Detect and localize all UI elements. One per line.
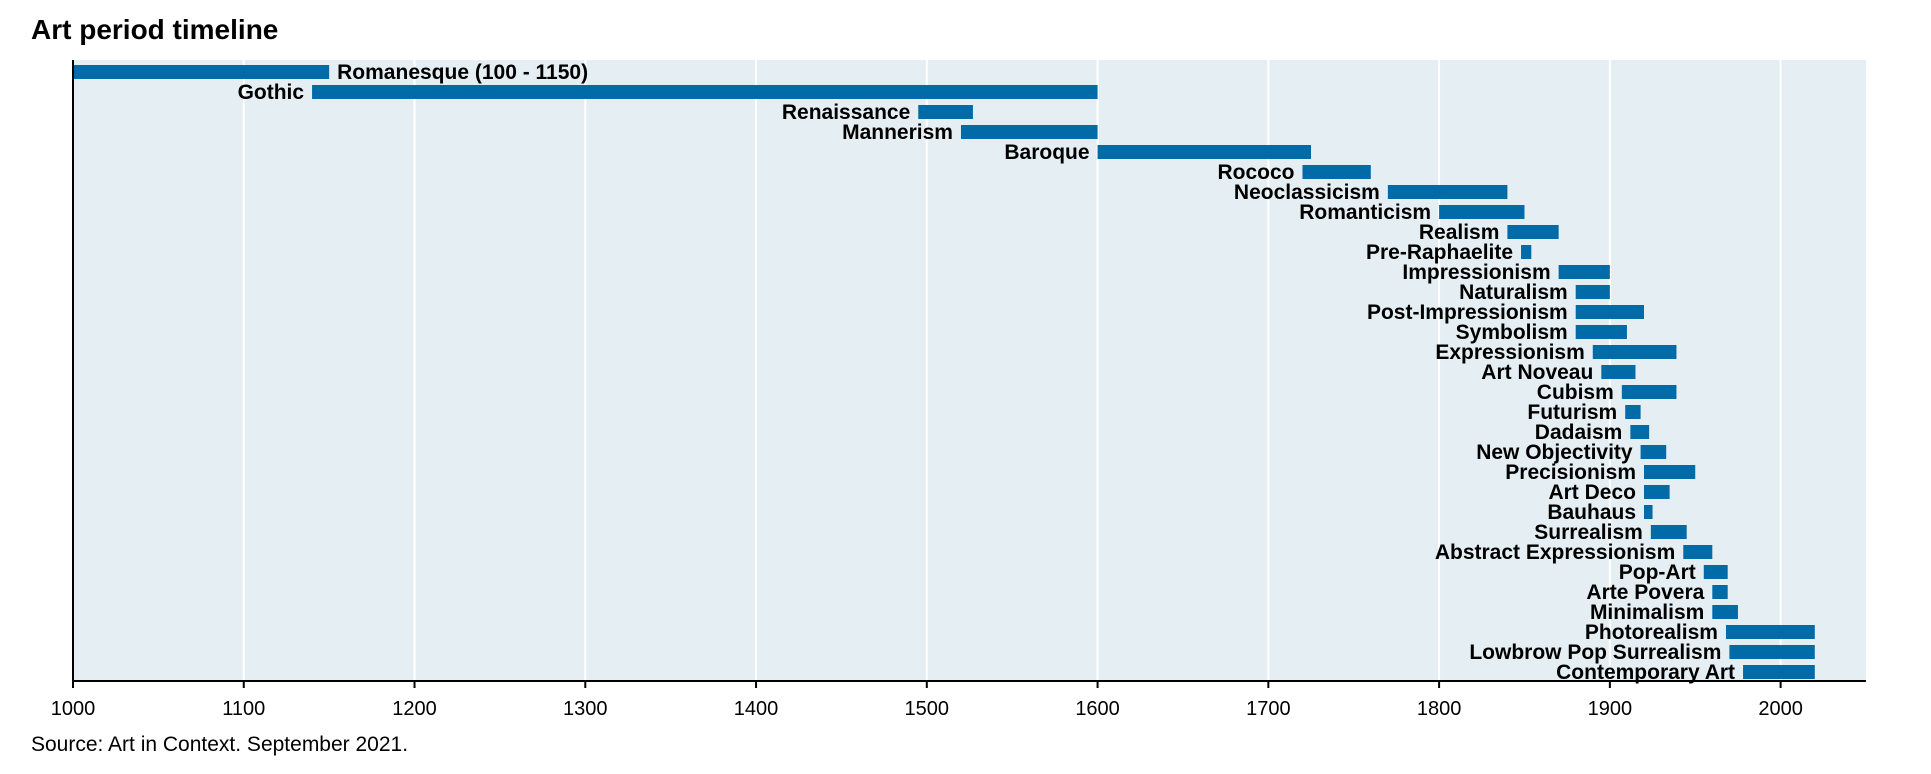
period-label: Pre-Raphaelite <box>1366 241 1513 264</box>
x-tick-label: 1400 <box>734 698 779 720</box>
period-bar <box>1575 325 1627 339</box>
period-bar <box>73 65 330 79</box>
plot-background <box>73 60 1866 681</box>
period-label: Photorealism <box>1585 621 1718 644</box>
period-label: Art Noveau <box>1481 361 1593 384</box>
x-tick-label: 2000 <box>1758 698 1803 720</box>
chart-title: Art period timeline <box>31 14 279 45</box>
period-label: Bauhaus <box>1547 501 1636 524</box>
period-bar <box>1703 565 1728 579</box>
period-bar <box>1575 285 1610 299</box>
period-bar <box>1729 645 1815 659</box>
period-label: Rococo <box>1217 161 1294 184</box>
x-tick-label: 1600 <box>1075 698 1120 720</box>
period-bar <box>1387 185 1508 199</box>
period-label: Contemporary Art <box>1556 661 1735 684</box>
x-axis-ticks: 1000 1100 1200 1300 1400 1500 1600 1700 1800 1900… <box>51 681 1803 720</box>
period-bar <box>1630 425 1650 439</box>
period-bar <box>1097 145 1312 159</box>
period-bar <box>1592 345 1677 359</box>
period-label: Gothic <box>238 81 305 104</box>
x-tick-label: 1100 <box>222 698 265 720</box>
bars <box>73 65 1815 679</box>
period-bar <box>1575 305 1645 319</box>
period-bar <box>1625 405 1641 419</box>
period-bar <box>1644 465 1696 479</box>
period-label: Symbolism <box>1456 321 1568 344</box>
gridlines <box>242 60 1782 681</box>
period-label: Renaissance <box>782 101 910 124</box>
period-label: Abstract Expressionism <box>1435 541 1675 564</box>
period-label: Impressionism <box>1402 261 1550 284</box>
period-bar <box>1601 365 1636 379</box>
period-label: Lowbrow Pop Surrealism <box>1469 641 1721 664</box>
x-tick-label: 1500 <box>905 698 950 720</box>
period-label: Post-Impressionism <box>1367 301 1568 324</box>
period-bar <box>1621 385 1677 399</box>
period-bar <box>1640 445 1667 459</box>
period-label: Arte Povera <box>1586 581 1704 604</box>
period-bar <box>312 85 1098 99</box>
period-bar <box>1743 665 1815 679</box>
period-label: Expressionism <box>1435 341 1584 364</box>
period-bar <box>1302 165 1371 179</box>
period-bar <box>1725 625 1815 639</box>
period-bar <box>1712 605 1738 619</box>
period-label: Dadaism <box>1535 421 1623 444</box>
x-tick-label: 1800 <box>1417 698 1462 720</box>
x-tick-label: 1900 <box>1588 698 1633 720</box>
period-label: Naturalism <box>1459 281 1568 304</box>
period-bar <box>1650 525 1687 539</box>
x-tick-label: 1200 <box>392 698 437 720</box>
period-label: Pop-Art <box>1619 561 1696 584</box>
period-bar <box>1558 265 1610 279</box>
period-bar <box>1439 205 1525 219</box>
period-label: New Objectivity <box>1476 441 1633 464</box>
period-bar <box>918 105 973 119</box>
period-label: Futurism <box>1527 401 1617 424</box>
period-label: Minimalism <box>1590 601 1704 624</box>
period-label: Realism <box>1419 221 1500 244</box>
period-bar <box>1683 545 1713 559</box>
period-bar <box>1521 245 1532 259</box>
period-bar <box>1507 225 1559 239</box>
period-bar <box>1644 485 1670 499</box>
x-tick-label: 1700 <box>1246 698 1291 720</box>
x-tick-label: 1300 <box>563 698 608 720</box>
period-label: Romanticism <box>1299 201 1431 224</box>
period-label: Surrealism <box>1534 521 1643 544</box>
period-label: Neoclassicism <box>1234 181 1380 204</box>
period-bar <box>1712 585 1728 599</box>
bar-labels: Romanesque (100 - 1150) Gothic Renaissance… <box>238 61 1735 684</box>
period-label: Cubism <box>1537 381 1614 404</box>
period-bar <box>960 125 1098 139</box>
period-label: Precisionism <box>1505 461 1636 484</box>
x-tick-label: 1000 <box>51 698 96 720</box>
period-label: Mannerism <box>842 121 953 144</box>
period-label: Romanesque (100 - 1150) <box>337 61 588 84</box>
period-bar <box>1644 505 1653 519</box>
chart-source-note: Source: Art in Context. September 2021. <box>31 733 409 756</box>
period-label: Art Deco <box>1548 481 1636 504</box>
period-label: Baroque <box>1004 141 1089 164</box>
